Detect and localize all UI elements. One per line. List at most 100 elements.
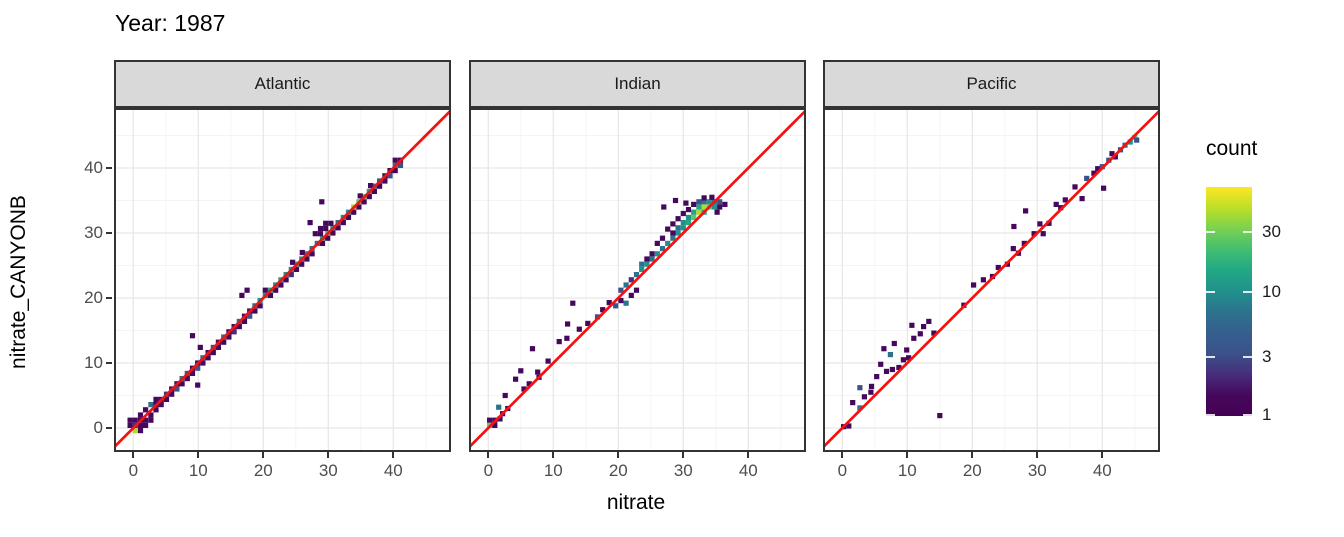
x-axis-title: nitrate: [606, 491, 666, 514]
x-tick-label: 10: [188, 461, 208, 480]
bin2d-cell: [971, 282, 977, 288]
bin2d-cell: [881, 346, 887, 352]
bin2d-cell: [639, 261, 645, 267]
bin2d-cell: [649, 256, 655, 262]
bin2d-cell: [319, 199, 325, 205]
bin2d-cell: [891, 340, 897, 347]
bin2d-cell: [1046, 220, 1052, 226]
bin2d-cell: [1031, 231, 1037, 237]
bin2d-cell: [226, 334, 232, 340]
y-axis-tick: [106, 362, 112, 364]
bin2d-cell: [247, 313, 253, 319]
bin2d-cell: [878, 361, 884, 367]
bin2d-cell: [606, 300, 612, 306]
bin2d-cell: [236, 324, 242, 330]
bin2d-cell: [189, 333, 196, 339]
legend-tick: [1206, 231, 1215, 233]
bin2d-cell: [850, 400, 856, 406]
bin2d-cell: [283, 277, 289, 283]
bin2d-cell: [1021, 240, 1027, 246]
bin2d-cell: [174, 386, 180, 392]
bin2d-cell: [496, 404, 502, 410]
x-tick-label: 30: [1027, 461, 1047, 480]
bin2d-cell: [521, 386, 527, 392]
bin2d-cell: [696, 209, 702, 215]
bin2d-cell: [618, 287, 624, 293]
x-axis-tick: [327, 452, 330, 458]
bin2d-cell: [244, 287, 250, 293]
bin2d-cell: [889, 366, 895, 373]
facet-strip-indian: Indian: [469, 60, 806, 108]
bin2d-cell: [680, 210, 686, 217]
bin2d-cell: [290, 259, 296, 265]
bin2d-cell: [665, 240, 671, 246]
bin2d-cell: [299, 249, 305, 256]
bin2d-cell: [904, 347, 910, 353]
bin2d-cell: [585, 320, 591, 326]
x-axis-tick: [487, 452, 490, 458]
bin2d-cell: [1010, 246, 1016, 252]
bin2d-cell: [351, 209, 357, 215]
legend-tick-label: 1: [1262, 405, 1272, 424]
y-axis-tick: [106, 167, 112, 169]
bin2d-cell: [143, 422, 149, 428]
bin2d-cell: [644, 261, 650, 267]
bin2d-cell: [317, 231, 324, 237]
x-axis-tick: [132, 452, 135, 458]
bin2d-cell: [675, 216, 681, 222]
identity-line: [471, 110, 804, 448]
x-axis-tick: [262, 452, 265, 458]
bin2d-cell: [680, 220, 686, 226]
legend-tick: [1206, 356, 1215, 358]
bin2d-cell: [917, 331, 923, 337]
x-axis-tick: [392, 452, 395, 458]
bin2d-cell: [502, 392, 508, 399]
bin2d-cell: [868, 389, 874, 395]
x-axis-tick: [971, 452, 974, 458]
y-tick-label: 40: [84, 158, 103, 177]
bin2d-cell: [143, 417, 149, 423]
bin2d-cell: [377, 183, 383, 189]
bin2d-cell: [670, 221, 676, 227]
bin2d-cell: [576, 326, 582, 332]
bin2d-cell: [325, 235, 331, 241]
bin2d-cell: [691, 214, 697, 220]
bin2d-cell: [685, 214, 692, 220]
bin2d-cell: [937, 413, 943, 419]
facet-panel-indian: [469, 108, 806, 452]
bin2d-cell: [691, 209, 697, 215]
bin2d-cell: [717, 199, 723, 205]
bin2d-cell: [179, 381, 185, 387]
bin2d-cell: [148, 417, 154, 423]
bin2d-cell: [1072, 184, 1078, 190]
x-axis-tick: [617, 452, 620, 458]
bin2d-cell: [1023, 208, 1029, 214]
bin2d-cell: [127, 422, 133, 428]
bin2d-cell: [299, 261, 305, 267]
bin2d-cell: [197, 344, 203, 350]
bin2d-cell: [1101, 185, 1107, 191]
bin2d-cell: [397, 162, 404, 168]
bin2d-cell: [231, 329, 237, 335]
bin2d-cell: [628, 292, 634, 298]
bin2d-cell: [1134, 137, 1140, 143]
bin2d-cell: [659, 235, 666, 241]
bin2d-cell: [319, 240, 326, 246]
bin2d-cell: [644, 256, 650, 262]
bin2d-cell: [357, 193, 363, 199]
bin2d-cell: [709, 194, 715, 200]
bin2d-cell: [883, 368, 890, 374]
legend-tick: [1243, 231, 1252, 233]
bin2d-cell: [317, 225, 324, 232]
bin2d-cell: [1011, 223, 1017, 230]
legend-tick: [1206, 414, 1215, 416]
bin2d-cell: [926, 318, 932, 324]
bin2d-cell: [1109, 151, 1115, 157]
identity-line: [116, 110, 449, 448]
bin2d-cell: [900, 357, 906, 363]
bin2d-cell: [137, 422, 144, 428]
bin2d-cell: [148, 412, 154, 418]
x-tick-label: 0: [483, 461, 494, 480]
bin2d-cell: [356, 204, 362, 210]
